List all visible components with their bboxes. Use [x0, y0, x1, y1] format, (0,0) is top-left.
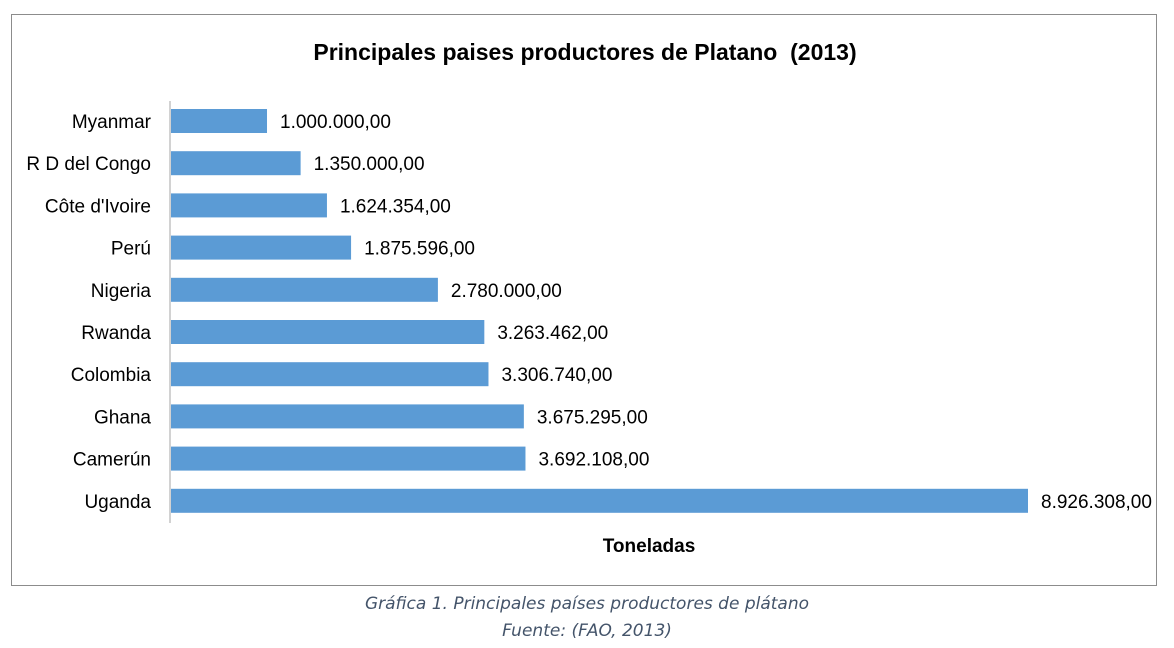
data-label: 3.692.108,00: [538, 450, 649, 471]
bar: [171, 151, 301, 176]
bar: [171, 488, 1028, 513]
bar-chart: Principales paises productores de Platan…: [26, 39, 1152, 557]
x-axis-label: Toneladas: [603, 536, 696, 557]
data-label: 3.675.295,00: [537, 407, 648, 428]
category-label: Camerún: [73, 450, 151, 471]
bar: [171, 446, 526, 471]
figure-source: Fuente: (FAO, 2013): [502, 621, 672, 641]
data-label: 2.780.000,00: [451, 281, 562, 302]
bar: [171, 235, 352, 260]
bars-layer: Myanmar 1.000.000,00 R D del Congo 1.350.00…: [26, 109, 1152, 513]
data-label: 3.306.740,00: [501, 365, 612, 386]
category-label: Uganda: [84, 492, 151, 513]
bar: [171, 109, 268, 133]
bar: [171, 362, 489, 387]
category-label: Colombia: [71, 365, 152, 386]
bar: [171, 320, 485, 344]
chart-title: Principales paises productores de Platan…: [313, 39, 856, 65]
data-label: 1.350.000,00: [314, 154, 425, 175]
data-label: 3.263.462,00: [497, 323, 608, 344]
category-label: Nigeria: [91, 281, 152, 302]
chart-frame: Principales paises productores de Platan…: [11, 14, 1157, 586]
category-label: R D del Congo: [26, 154, 151, 175]
category-label: Côte d'Ivoire: [45, 196, 151, 217]
category-label: Myanmar: [72, 112, 152, 133]
data-label: 1.000.000,00: [280, 112, 391, 133]
data-label: 8.926.308,00: [1041, 492, 1152, 513]
bar: [171, 277, 438, 302]
category-label: Ghana: [94, 407, 151, 428]
data-label: 1.624.354,00: [340, 196, 451, 217]
category-label: Perú: [111, 239, 151, 260]
bar: [171, 404, 524, 429]
category-label: Rwanda: [81, 323, 151, 344]
bar: [171, 193, 327, 218]
figure-caption: Gráfica 1. Principales países productore…: [364, 594, 810, 614]
data-label: 1.875.596,00: [364, 239, 475, 260]
